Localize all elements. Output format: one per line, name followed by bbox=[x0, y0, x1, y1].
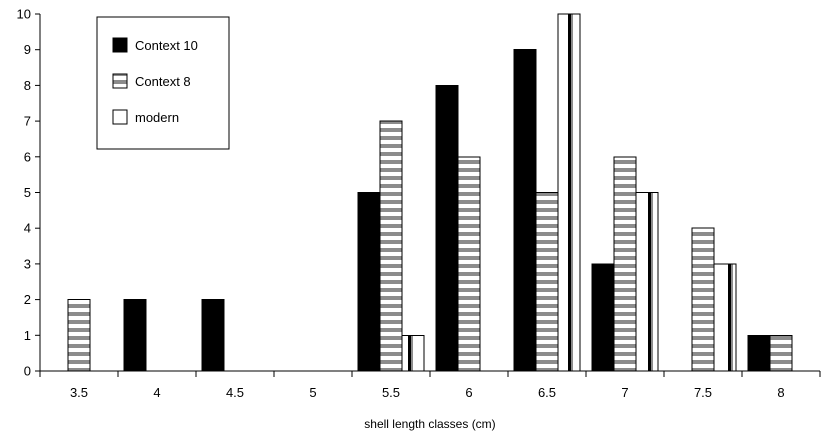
legend-swatch-modern bbox=[112, 109, 128, 125]
y-tick-label: 2 bbox=[24, 292, 31, 307]
x-tick-label: 5 bbox=[309, 385, 316, 400]
y-tick-label: 0 bbox=[24, 364, 31, 379]
y-tick-label: 7 bbox=[24, 114, 31, 129]
legend-label: Context 8 bbox=[135, 74, 191, 89]
bar-context-10-4-5 bbox=[201, 299, 225, 372]
legend-label: modern bbox=[135, 110, 179, 125]
x-axis-title: shell length classes (cm) bbox=[364, 417, 495, 431]
y-tick-label: 1 bbox=[24, 328, 31, 343]
bar-modern-7 bbox=[635, 192, 659, 372]
bar-context-10-7 bbox=[591, 263, 615, 372]
bar-context-8-6-5 bbox=[535, 192, 559, 372]
bar-context-10-8 bbox=[747, 334, 771, 372]
bar-context-8-8 bbox=[769, 334, 793, 372]
x-tick-label: 4 bbox=[153, 385, 160, 400]
y-tick-label: 10 bbox=[17, 7, 31, 22]
x-tick-label: 7.5 bbox=[694, 385, 712, 400]
bar-modern-5-5 bbox=[401, 334, 425, 372]
x-tick-label: 8 bbox=[777, 385, 784, 400]
x-tick-label: 4.5 bbox=[226, 385, 244, 400]
legend-label: Context 10 bbox=[135, 38, 198, 53]
bar-modern-7-5 bbox=[713, 263, 737, 372]
bar-context-8-5-5 bbox=[379, 120, 403, 372]
bar-context-10-4 bbox=[123, 299, 147, 372]
bar-context-10-6-5 bbox=[513, 49, 537, 372]
bar-context-8-7-5 bbox=[691, 227, 715, 372]
axes-group: 0 1 2 3 4 5 6 7 8 9 10 3.5 4 4.5 5 5.5 6 6.5 7 7.5 8 bbox=[17, 7, 821, 400]
x-tick-label: 6 bbox=[465, 385, 472, 400]
bar-context-10-6 bbox=[435, 84, 459, 372]
bar-context-10-5-5 bbox=[357, 192, 381, 372]
y-tick-label: 5 bbox=[24, 185, 31, 200]
bar-modern-6-5 bbox=[557, 13, 581, 372]
x-tick-label: 5.5 bbox=[382, 385, 400, 400]
x-tick-label: 3.5 bbox=[70, 385, 88, 400]
y-tick-label: 4 bbox=[24, 221, 31, 236]
bar-context-8-7 bbox=[613, 156, 637, 372]
x-tick-label: 7 bbox=[621, 385, 628, 400]
x-tick-label: 6.5 bbox=[538, 385, 556, 400]
y-tick-label: 3 bbox=[24, 256, 31, 271]
legend: Context 10 Context 8 modern bbox=[96, 16, 230, 150]
legend-swatch-context-10 bbox=[112, 37, 128, 53]
legend-swatch-context-8 bbox=[112, 73, 128, 89]
y-tick-label: 8 bbox=[24, 78, 31, 93]
bar-context-8-6 bbox=[457, 156, 481, 372]
bar-context-8-3-5 bbox=[67, 299, 91, 372]
y-tick-label: 9 bbox=[24, 42, 31, 57]
bars-group bbox=[67, 13, 793, 372]
y-tick-label: 6 bbox=[24, 149, 31, 164]
